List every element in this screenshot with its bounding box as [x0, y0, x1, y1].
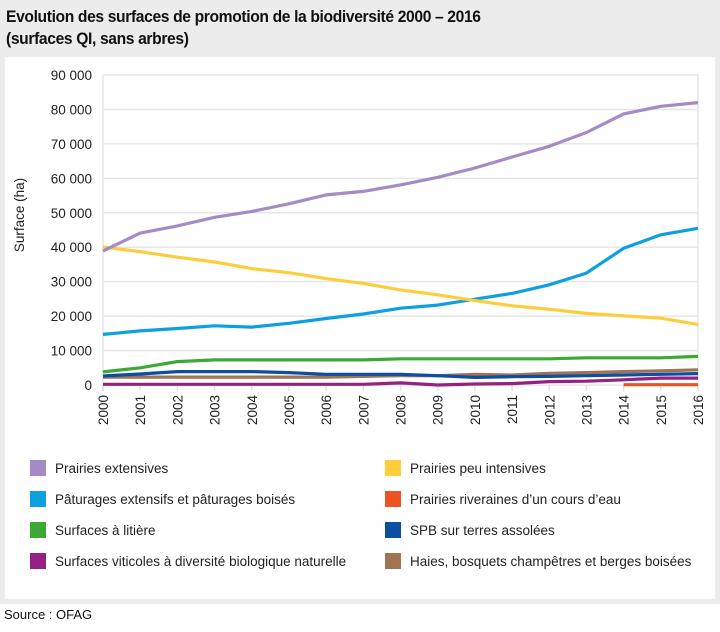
series-line-7 [103, 376, 698, 387]
x-tick-label: 2003 [208, 395, 223, 425]
legend-item: Prairies peu intensives [385, 458, 546, 478]
x-tick-label: 2007 [356, 395, 371, 425]
legend-swatch [30, 522, 46, 538]
y-tick-label: 40 000 [51, 240, 92, 255]
series-line-2 [102, 245, 699, 326]
x-tick-label: 2006 [319, 395, 334, 425]
x-tick-label: 2002 [170, 395, 185, 425]
x-tick-label: 2004 [245, 395, 260, 426]
x-tick-label: 2000 [96, 395, 111, 425]
legend-swatch [30, 553, 46, 569]
legend-item: Prairies riveraines d’un cours d’eau [385, 489, 621, 509]
legend-label: Pâturages extensifs et pâturages boisés [55, 491, 296, 507]
y-tick-label: 30 000 [51, 275, 92, 290]
legend-label: Prairies peu intensives [410, 460, 546, 476]
x-tick-label: 2012 [542, 395, 557, 425]
legend-label: Surfaces à litière [55, 522, 156, 538]
legend-swatch [30, 491, 46, 507]
chart-panel: Evolution des surfaces de promotion de l… [0, 0, 720, 604]
legend-item: Pâturages extensifs et pâturages boisés [30, 489, 295, 509]
legend-label: Prairies extensives [55, 460, 169, 476]
series-lines [102, 101, 699, 387]
x-tick-label: 2010 [468, 395, 483, 425]
legend-label: Haies, bosquets champêtres et berges boi… [410, 553, 692, 569]
legend-label: SPB sur terres assolées [410, 522, 555, 538]
source-note: Source : OFAG [4, 607, 93, 622]
series-line-1 [102, 101, 699, 253]
x-tick-label: 2014 [617, 395, 632, 426]
x-tick-label: 2016 [691, 395, 706, 425]
line-chart: 0 10 000 20 000 30 000 40 000 50 000 60 000 70 … [12, 68, 706, 426]
legend-swatch [385, 553, 401, 569]
x-tick-label: 2013 [579, 395, 594, 425]
legend-item: Surfaces viticoles à diversité biologiqu… [30, 551, 346, 571]
x-tick-label: 2008 [394, 395, 409, 425]
gridlines [102, 74, 699, 391]
chart-title: Evolution des surfaces de promotion de l… [6, 6, 481, 50]
x-tick-label: 2009 [431, 395, 446, 425]
chart-title-line2: (surfaces QI, sans arbres) [6, 29, 189, 48]
chart-card [5, 57, 715, 599]
legend-item: SPB sur terres assolées [385, 520, 555, 540]
y-tick-label: 60 000 [51, 171, 92, 186]
series-line-6 [102, 370, 699, 379]
y-tick-labels: 0 10 000 20 000 30 000 40 000 50 000 60 000 70 … [51, 68, 92, 393]
y-axis-label: Surface (ha) [12, 178, 27, 252]
y-tick-label: 0 [84, 378, 92, 393]
legend-label: Surfaces viticoles à diversité biologiqu… [55, 553, 347, 569]
y-tick-label: 50 000 [51, 206, 92, 221]
y-tick-label: 70 000 [51, 137, 92, 152]
legend-swatch [385, 491, 401, 507]
y-tick-label: 20 000 [51, 309, 92, 324]
chart-title-line1: Evolution des surfaces de promotion de l… [6, 7, 481, 26]
legend-swatch [30, 460, 46, 476]
x-tick-label: 2001 [133, 395, 148, 425]
x-tick-label: 2011 [505, 395, 520, 424]
legend-swatch [385, 460, 401, 476]
series-line-3 [102, 226, 699, 336]
legend-label: Prairies riveraines d’un cours d’eau [410, 491, 621, 507]
y-tick-label: 80 000 [51, 102, 92, 117]
legend-item: Surfaces à litière [30, 520, 156, 540]
x-tick-labels: 2000 2001 2002 2003 2004 2005 2006 2007 2008 2009… [96, 395, 706, 426]
series-line-5 [102, 354, 699, 374]
legend-item: Prairies extensives [30, 458, 168, 478]
x-tick-label: 2005 [282, 395, 297, 425]
legend-item: Haies, bosquets champêtres et berges boi… [385, 551, 691, 571]
y-tick-label: 10 000 [51, 344, 92, 359]
y-tick-label: 90 000 [51, 68, 92, 83]
x-tick-label: 2015 [654, 395, 669, 425]
legend-swatch [385, 522, 401, 538]
